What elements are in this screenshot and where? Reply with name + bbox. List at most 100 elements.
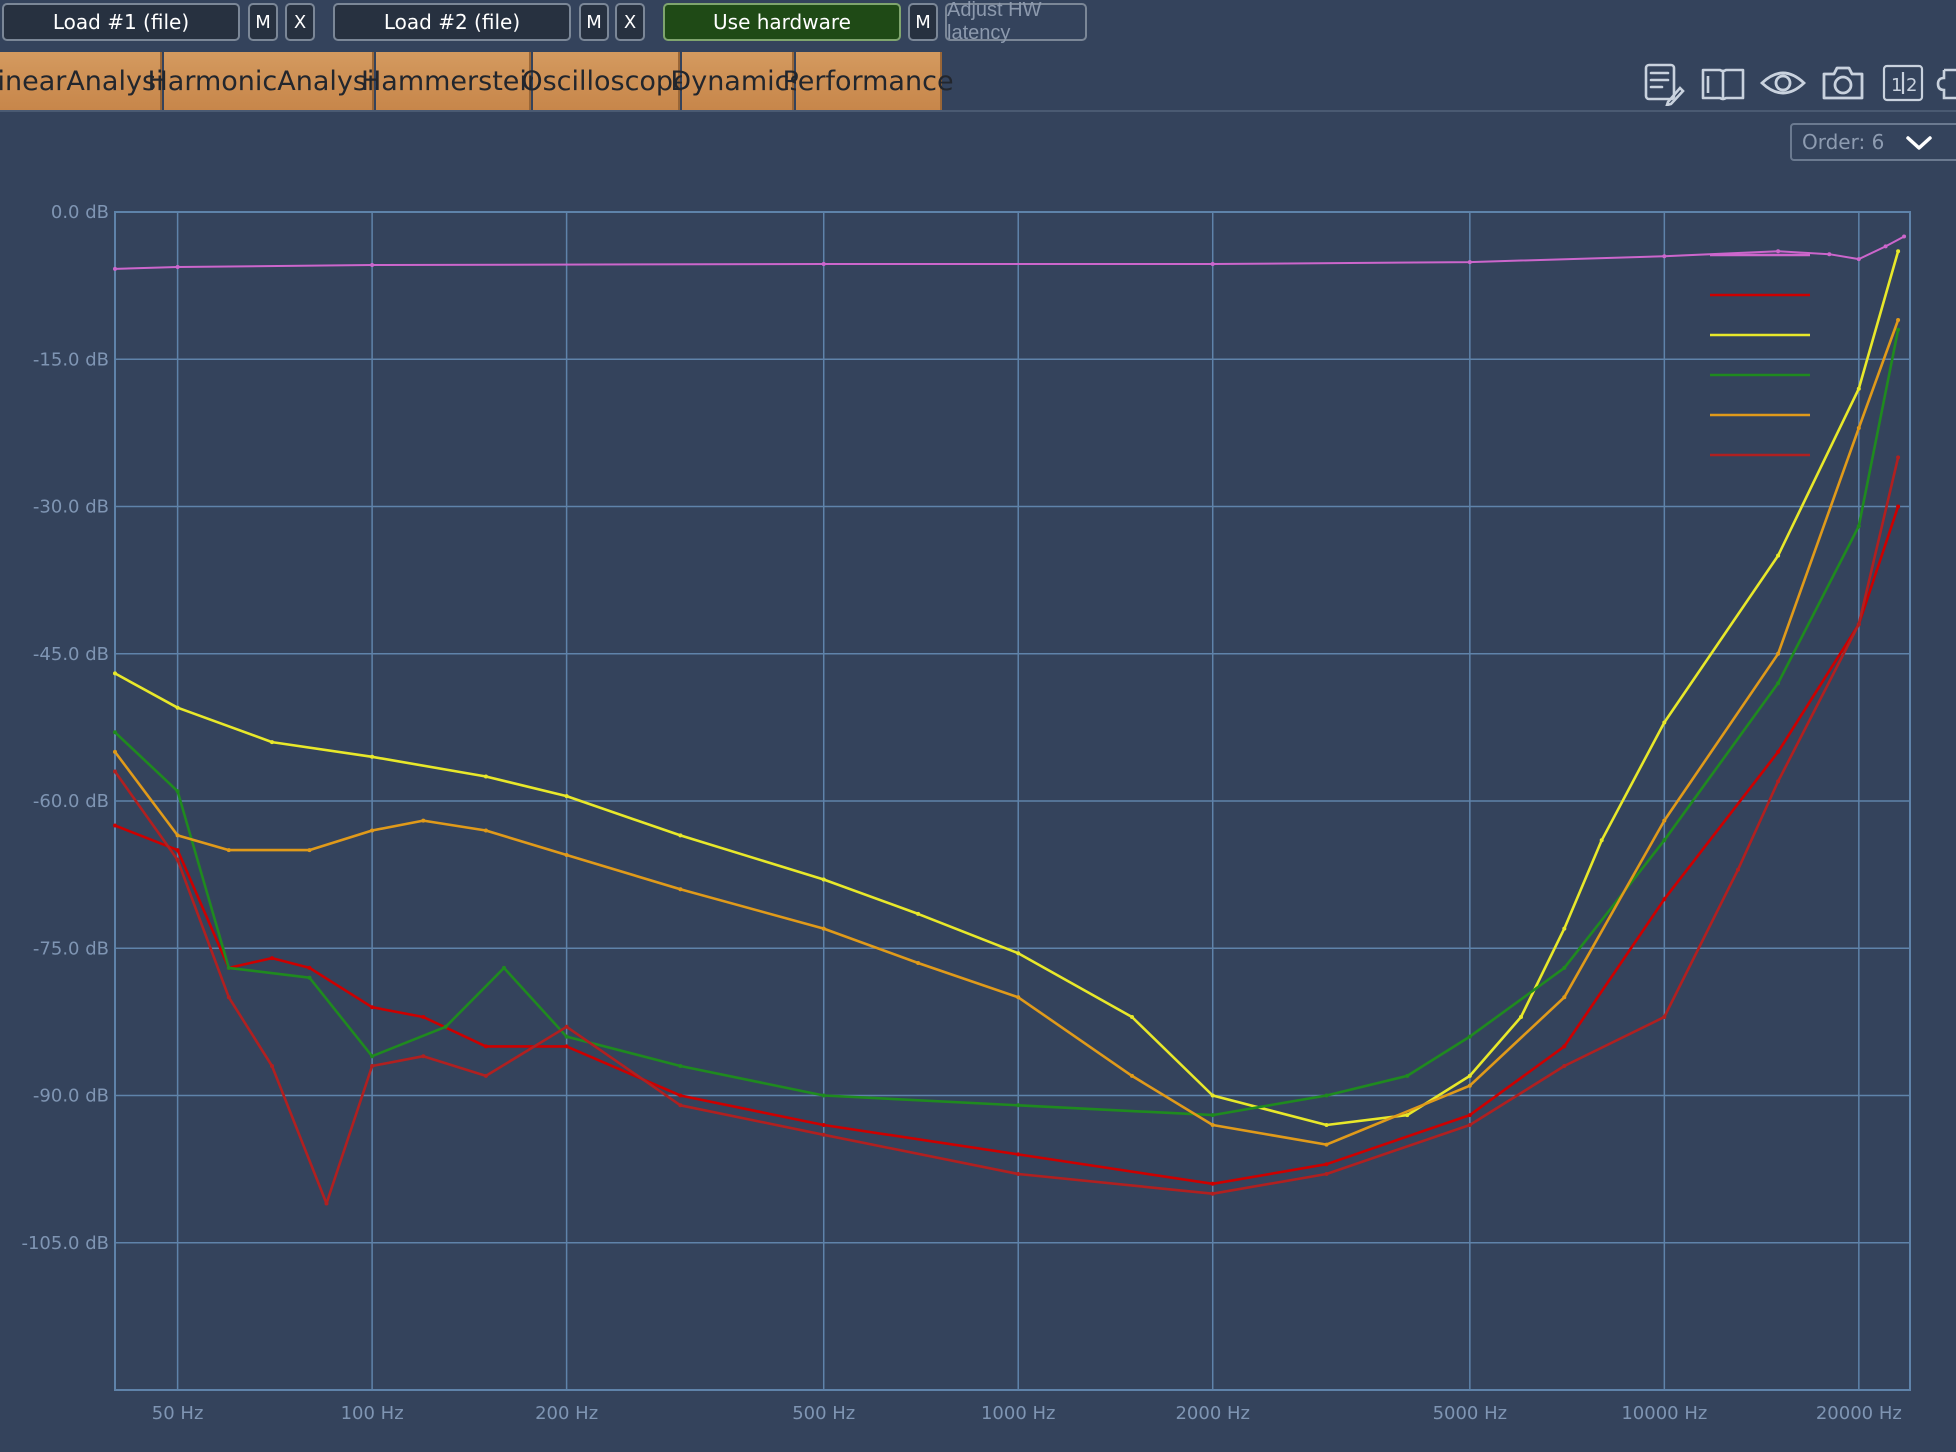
svg-text:2: 2 bbox=[1906, 75, 1917, 96]
series-line-4 bbox=[114, 329, 1900, 1117]
toolbar: Load #1 (file) M X Load #2 (file) M X Us… bbox=[0, 0, 1956, 48]
tab-linear-analysis[interactable]: LinearAnalysis bbox=[0, 52, 178, 110]
series-4-point bbox=[443, 1024, 448, 1029]
series-3-point bbox=[270, 740, 274, 745]
tab-underline bbox=[0, 110, 1956, 112]
series-4-point bbox=[821, 1093, 826, 1098]
tab-performance[interactable]: Performance bbox=[782, 52, 954, 110]
mute-1-button[interactable]: M bbox=[248, 3, 278, 41]
series-1-point bbox=[113, 266, 117, 271]
series-2-point bbox=[1562, 1044, 1567, 1049]
series-4-point bbox=[370, 1054, 375, 1059]
series-5-point bbox=[1324, 1142, 1329, 1147]
series-2-point bbox=[113, 823, 117, 828]
series-1-point bbox=[175, 265, 180, 269]
series-4-point bbox=[113, 730, 117, 735]
series-6-point bbox=[1896, 455, 1901, 460]
series-6-point bbox=[1016, 1172, 1021, 1176]
series-6-point bbox=[113, 769, 117, 774]
x-tick-label: 50 Hz bbox=[152, 1403, 204, 1424]
x-tick-label: 1000 Hz bbox=[981, 1403, 1056, 1424]
series-5-point bbox=[1662, 818, 1667, 823]
book-icon[interactable] bbox=[1700, 60, 1746, 106]
series-1-point bbox=[1210, 262, 1215, 266]
series-1-point bbox=[821, 262, 826, 266]
series-5-point bbox=[916, 961, 921, 965]
series-1-point bbox=[1776, 249, 1781, 254]
series-2-point bbox=[821, 1123, 826, 1127]
series-1-point bbox=[1662, 254, 1667, 259]
series-3-point bbox=[564, 794, 569, 799]
series-3-point bbox=[1130, 1015, 1134, 1019]
series-6-point bbox=[324, 1201, 329, 1206]
order-dropdown[interactable]: Order: 6 bbox=[1790, 123, 1956, 161]
puzzle-icon[interactable] bbox=[1934, 60, 1956, 106]
x-tick-label: 200 Hz bbox=[535, 1403, 598, 1424]
load-1-button[interactable]: Load #1 (file) bbox=[2, 3, 240, 41]
series-4-point bbox=[502, 965, 506, 970]
mute-hw-button[interactable]: M bbox=[908, 3, 938, 41]
series-3-point bbox=[1856, 386, 1861, 391]
tab-harmonic-analysis[interactable]: HarmonicAnalysis bbox=[148, 52, 389, 110]
series-4-point bbox=[1896, 327, 1901, 332]
series-3-point bbox=[1016, 951, 1021, 956]
series-2-point bbox=[370, 1005, 375, 1010]
series-5-point bbox=[175, 833, 180, 838]
close-2-button[interactable]: X bbox=[615, 3, 645, 41]
series-2-point bbox=[678, 1093, 683, 1098]
series-6-point bbox=[1562, 1064, 1567, 1068]
series-5-point bbox=[307, 848, 312, 853]
svg-text:1: 1 bbox=[1891, 75, 1902, 96]
series-4-point bbox=[1405, 1073, 1410, 1078]
series-6-point bbox=[1776, 779, 1781, 784]
notes-icon[interactable] bbox=[1640, 60, 1686, 107]
series-3-point bbox=[1599, 838, 1604, 843]
load-2-button[interactable]: Load #2 (file) bbox=[333, 3, 571, 41]
tab-dynamics[interactable]: Dynamics bbox=[670, 52, 804, 110]
series-5-point bbox=[370, 828, 375, 833]
x-tick-label: 100 Hz bbox=[341, 1403, 404, 1424]
tab-oscilloscope[interactable]: Oscilloscope bbox=[521, 52, 690, 110]
order-label: Order: 6 bbox=[1802, 130, 1885, 154]
series-6-point bbox=[175, 857, 180, 862]
series-4-point bbox=[1016, 1103, 1021, 1108]
x-tick-label: 5000 Hz bbox=[1433, 1403, 1508, 1424]
series-5-point bbox=[1467, 1083, 1472, 1088]
series-3-point bbox=[113, 671, 117, 676]
series-2-point bbox=[421, 1015, 426, 1019]
x-tick-label: 2000 Hz bbox=[1175, 1403, 1250, 1424]
series-5-point bbox=[1776, 651, 1781, 656]
series-6-point bbox=[1210, 1191, 1215, 1196]
series-6-point bbox=[1324, 1172, 1329, 1176]
close-1-button[interactable]: X bbox=[285, 3, 315, 41]
series-3-point bbox=[1324, 1123, 1329, 1127]
y-tick-label: -30.0 dB bbox=[33, 497, 109, 518]
series-1-point bbox=[1902, 234, 1907, 239]
tab-hammerstein[interactable]: Hammerstein bbox=[361, 52, 544, 110]
series-5-point bbox=[1562, 995, 1567, 1000]
series-2-point bbox=[270, 956, 274, 961]
series-3-point bbox=[821, 877, 826, 882]
camera-icon[interactable] bbox=[1820, 60, 1866, 106]
series-line-5 bbox=[113, 319, 1900, 1146]
use-hardware-button[interactable]: Use hardware bbox=[663, 3, 901, 41]
series-3-point bbox=[1776, 553, 1781, 558]
series-line-6 bbox=[113, 457, 1900, 1205]
chart-series-group bbox=[113, 234, 1907, 1206]
series-5-point bbox=[678, 887, 683, 892]
split-1-2-icon[interactable]: 1 2 bbox=[1880, 60, 1926, 106]
series-4-point bbox=[678, 1064, 683, 1068]
series-6-point bbox=[1736, 867, 1740, 872]
series-5-point bbox=[1016, 995, 1021, 1000]
series-3-point bbox=[1662, 720, 1667, 725]
series-4-point bbox=[1324, 1093, 1329, 1098]
series-6-point bbox=[1856, 622, 1861, 627]
series-2-point bbox=[307, 965, 312, 970]
series-6-point bbox=[678, 1103, 683, 1108]
adjust-hw-latency-button[interactable]: Adjust HW latency bbox=[945, 0, 1087, 44]
series-3-point bbox=[1210, 1093, 1215, 1098]
mute-2-button[interactable]: M bbox=[579, 3, 609, 41]
x-tick-label: 500 Hz bbox=[792, 1403, 855, 1424]
series-4-point bbox=[226, 965, 231, 970]
eye-icon[interactable] bbox=[1759, 60, 1807, 106]
